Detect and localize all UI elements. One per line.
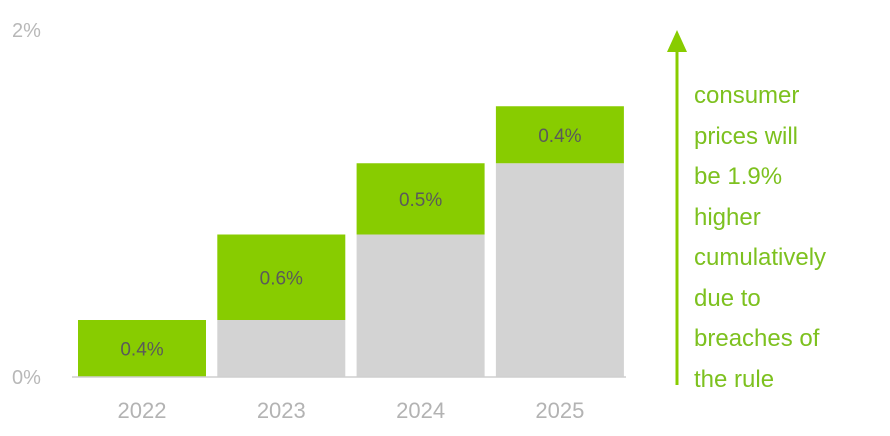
bar-segment-breach (217, 234, 346, 320)
x-category-label: 2024 (396, 398, 445, 423)
annotation-line: due to (694, 284, 761, 312)
bar-segment-base (356, 234, 485, 377)
annotation-line: prices will (694, 122, 799, 150)
annotation-line: be 1.9% (694, 163, 783, 190)
y-tick-2: 2% (12, 20, 41, 42)
annotation-text: consumer prices will be 1.9% higher cumu… (694, 76, 884, 400)
data-label: 0.4% (538, 126, 581, 147)
annotation-line: breaches of (694, 325, 820, 352)
bar-segment-breach (495, 106, 624, 164)
bar-segment-base (495, 163, 624, 377)
annotation-line: the rule (694, 365, 775, 393)
x-category-label: 2022 (118, 398, 167, 423)
annotation-line: consumer (694, 82, 800, 109)
y-tick-0: 0% (12, 367, 41, 389)
x-category-label: 2025 (535, 398, 584, 423)
data-label: 0.5% (399, 190, 442, 211)
annotation-line: higher (694, 203, 761, 231)
bar-segment-breach (356, 163, 485, 235)
x-category-labels: 2022 2023 2024 2025 (118, 398, 585, 423)
bar-stack-group: 0.4% 0.6% 0.5% 0.4% (78, 106, 624, 377)
annotation-line: cumulatively (694, 244, 827, 271)
bar-segment-base (217, 320, 346, 377)
trend-arrow (667, 30, 687, 385)
data-label: 0.6% (260, 268, 303, 289)
trend-arrow-head (667, 30, 687, 52)
x-category-label: 2023 (257, 398, 306, 423)
bar-segment-breach (78, 320, 206, 377)
data-label: 0.4% (120, 340, 163, 361)
